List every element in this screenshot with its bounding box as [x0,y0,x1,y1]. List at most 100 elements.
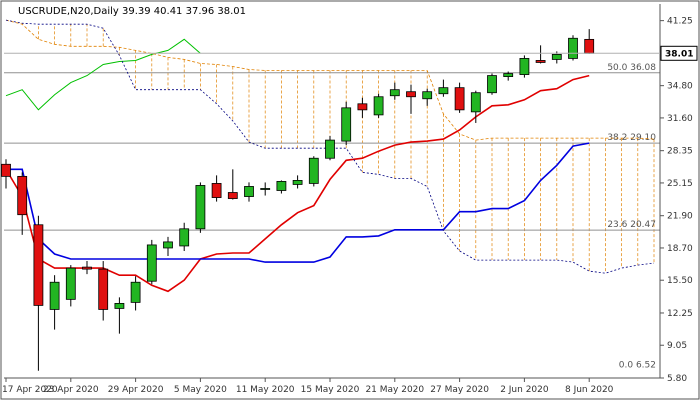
candle-body [503,73,514,77]
bearish-candle [406,84,416,114]
candle-body [373,96,384,116]
x-tick-label: 17 Apr 2020 [2,385,58,395]
y-tick-label: 9.05 [667,341,687,351]
candle-body [146,244,157,282]
bullish-candle [276,180,287,194]
candle-body [292,180,303,185]
bullish-candle [130,276,141,311]
candle-body [438,87,449,95]
y-tick-label: 18.70 [667,244,693,254]
candle-body [130,281,141,303]
candle-body [211,183,222,198]
bullish-candle [244,182,254,202]
candle-body [163,241,173,249]
y-tick-label: 41.25 [667,17,693,27]
x-tick-label: 29 Apr 2020 [108,385,164,395]
candle-body [65,267,76,300]
bullish-candle [438,79,449,97]
candle-body [98,268,109,310]
candle-body [260,188,271,190]
candle-body [227,192,238,199]
bullish-candle [503,71,514,81]
bearish-candle [535,45,546,64]
candle-body [244,186,254,197]
candle-body [535,60,546,63]
bullish-candle [422,88,433,106]
bullish-candle [114,297,125,334]
candle-body [406,91,416,98]
x-tick-label: 11 May 2020 [236,385,295,395]
bullish-candle [65,265,76,307]
candle-body [33,224,44,306]
axes: 41.25 34.80 31.60 28.35 25.15 21.90 18.70 15.50… [2,4,698,395]
candle-body [422,91,433,100]
senkou-span-b-line [5,19,655,274]
bullish-candle [519,55,530,78]
chikou-span-line [5,38,201,111]
candle-body [276,181,287,191]
x-tick-label: 21 May 2020 [365,385,424,395]
bearish-candle [227,169,238,200]
candles [1,29,595,371]
bullish-candle [341,101,352,146]
candle-body [519,58,530,75]
bearish-candle [33,215,44,371]
y-tick-label: 34.80 [667,82,693,92]
bullish-candle [146,239,157,285]
x-tick-label: 5 May 2020 [174,385,227,395]
bullish-candle [260,182,271,196]
bullish-candle [568,35,578,61]
x-tick-label: 27 May 2020 [430,385,489,395]
y-tick-label: 5.80 [667,374,687,384]
fib-level-label: 50.0 36.08 [607,63,656,73]
candle-body [114,303,125,309]
bullish-candle [179,222,190,251]
bullish-candle [470,90,481,123]
senkou-span-a-line [5,19,655,141]
candle-body [325,139,335,159]
candle-body [82,266,92,270]
current-price-box [660,45,698,61]
candle-body [487,75,497,94]
ichimoku-cloud [21,23,655,274]
fib-level-label: 0.0 6.52 [619,361,656,371]
bullish-candle [49,275,60,330]
bullish-candle [325,136,335,161]
bullish-candle [373,93,384,118]
bearish-candle [98,261,109,321]
x-tick-label: 8 Jun 2020 [565,385,614,395]
bullish-candle [308,156,319,187]
bullish-candle [163,236,173,257]
bullish-candle [292,175,303,189]
candle-body [308,157,319,184]
bullish-candle [195,182,206,233]
x-tick-label: 23 Apr 2020 [43,385,99,395]
candle-body [195,185,206,230]
y-tick-label: 28.35 [667,147,693,157]
x-tick-label: 15 May 2020 [301,385,360,395]
candle-body [551,54,562,60]
bearish-candle [454,82,465,113]
candle-body [389,89,400,97]
bullish-candle [487,73,497,95]
y-tick-label: 12.25 [667,309,693,319]
bearish-candle [211,175,222,202]
candle-body [1,163,11,177]
y-tick-label: 21.90 [667,212,693,222]
chart-title: USCRUDE,N20,Daily 39.39 40.41 37.96 38.0… [18,6,246,17]
current-price-label: 38.01 [665,49,693,59]
candle-body [17,175,28,216]
bearish-candle [17,172,28,235]
y-tick-label: 15.50 [667,276,693,286]
bearish-candle [1,159,11,189]
bullish-candle [389,82,400,100]
y-tick-label: 31.60 [667,114,693,124]
candle-body [454,87,465,111]
bearish-candle [82,261,92,275]
candle-body [568,37,578,59]
candle-body [584,38,595,54]
y-tick-label: 25.15 [667,179,693,189]
